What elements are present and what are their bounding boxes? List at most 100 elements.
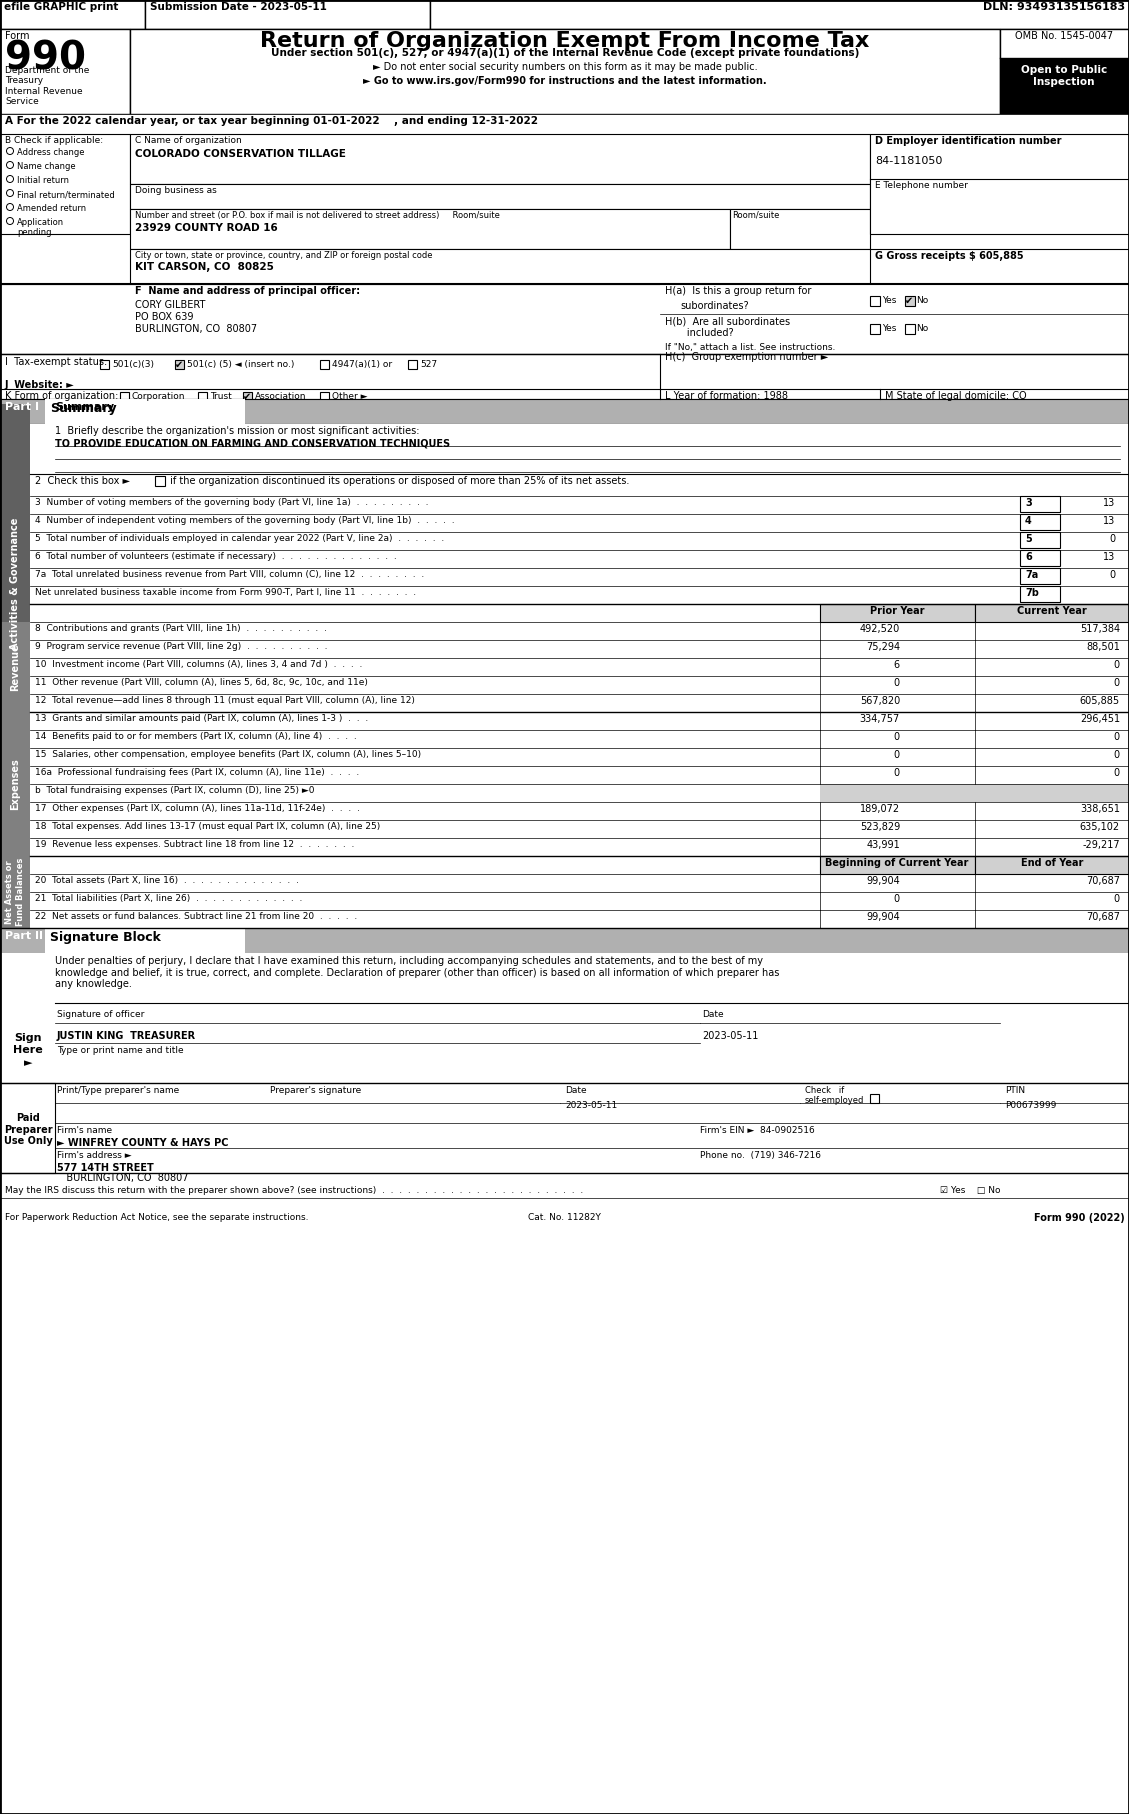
Bar — [0, 399, 1129, 424]
Text: 5: 5 — [1025, 533, 1032, 544]
Bar — [130, 183, 870, 209]
Text: 990: 990 — [5, 38, 86, 76]
Text: E Telephone number: E Telephone number — [875, 181, 968, 190]
Text: 20  Total assets (Part X, line 16)  .  .  .  .  .  .  .  .  .  .  .  .  .  .: 20 Total assets (Part X, line 16) . . . … — [35, 876, 299, 885]
Bar — [1019, 568, 1060, 584]
Bar — [243, 392, 252, 401]
Text: Phone no.  (719) 346-7216: Phone no. (719) 346-7216 — [700, 1152, 821, 1159]
Text: Type or print name and title: Type or print name and title — [56, 1047, 184, 1056]
Bar — [0, 134, 130, 234]
Bar — [100, 359, 110, 368]
Text: ☑ Yes    □ No: ☑ Yes □ No — [940, 1186, 1000, 1195]
Text: 10  Investment income (Part VIII, columns (A), lines 3, 4 and 7d )  .  .  .  .: 10 Investment income (Part VIII, columns… — [35, 660, 362, 669]
Text: 0: 0 — [1114, 767, 1120, 778]
Text: C Name of organization: C Name of organization — [135, 136, 242, 145]
Text: 517,384: 517,384 — [1079, 624, 1120, 635]
Text: Other ►: Other ► — [332, 392, 368, 401]
Text: 2022: 2022 — [1017, 63, 1110, 96]
Text: Form 990 (2022): Form 990 (2022) — [1034, 1214, 1124, 1223]
Bar — [820, 784, 975, 802]
Text: 0: 0 — [894, 678, 900, 688]
Text: 8  Contributions and grants (Part VIII, line 1h)  .  .  .  .  .  .  .  .  .  .: 8 Contributions and grants (Part VIII, l… — [35, 624, 327, 633]
Text: 19  Revenue less expenses. Subtract line 18 from line 12  .  .  .  .  .  .  .: 19 Revenue less expenses. Subtract line … — [35, 840, 355, 849]
Bar — [870, 325, 879, 334]
Text: May the IRS discuss this return with the preparer shown above? (see instructions: May the IRS discuss this return with the… — [5, 1186, 584, 1195]
Text: Firm's EIN ►  84-0902516: Firm's EIN ► 84-0902516 — [700, 1126, 815, 1136]
Text: 13: 13 — [1103, 515, 1115, 526]
Text: b  Total fundraising expenses (Part IX, column (D), line 25) ►0: b Total fundraising expenses (Part IX, c… — [35, 785, 315, 795]
Text: BURLINGTON, CO  80807: BURLINGTON, CO 80807 — [56, 1174, 189, 1183]
Bar — [0, 114, 1129, 134]
Text: Beginning of Current Year: Beginning of Current Year — [825, 858, 969, 869]
Text: 13  Grants and similar amounts paid (Part IX, column (A), lines 1-3 )  .  .  .: 13 Grants and similar amounts paid (Part… — [35, 715, 368, 724]
Text: 99,904: 99,904 — [866, 876, 900, 885]
Bar — [198, 392, 207, 401]
Bar — [0, 399, 1129, 424]
Text: OMB No. 1545-0047: OMB No. 1545-0047 — [1015, 31, 1113, 42]
Text: 13: 13 — [1103, 499, 1115, 508]
Text: 75,294: 75,294 — [866, 642, 900, 651]
Bar — [0, 0, 1129, 29]
Text: KIT CARSON, CO  80825: KIT CARSON, CO 80825 — [135, 261, 274, 272]
Text: Part II: Part II — [5, 931, 43, 941]
Text: 2023-05-11: 2023-05-11 — [702, 1030, 759, 1041]
Text: PTIN: PTIN — [1005, 1087, 1025, 1096]
Bar — [45, 399, 245, 424]
Text: ► Go to www.irs.gov/Form990 for instructions and the latest information.: ► Go to www.irs.gov/Form990 for instruct… — [364, 76, 767, 85]
Bar — [870, 296, 879, 307]
Bar — [1019, 550, 1060, 566]
Text: Corporation: Corporation — [132, 392, 185, 401]
Text: Firm's address ►: Firm's address ► — [56, 1152, 132, 1159]
Text: Form: Form — [5, 31, 29, 42]
Text: No: No — [916, 325, 928, 334]
Bar — [1019, 532, 1060, 548]
Text: 4947(a)(1) or: 4947(a)(1) or — [332, 359, 392, 368]
Text: Firm's name: Firm's name — [56, 1126, 112, 1136]
Text: 0: 0 — [1109, 570, 1115, 580]
Text: 0: 0 — [1114, 749, 1120, 760]
Text: Date: Date — [564, 1087, 587, 1096]
Text: Revenue: Revenue — [10, 644, 20, 691]
Bar — [905, 325, 914, 334]
Bar — [1000, 58, 1129, 114]
Text: H(b)  Are all subordinates: H(b) Are all subordinates — [665, 316, 790, 327]
Text: TO PROVIDE EDUCATION ON FARMING AND CONSERVATION TECHNIQUES: TO PROVIDE EDUCATION ON FARMING AND CONS… — [55, 437, 450, 448]
Text: 3: 3 — [1025, 499, 1032, 508]
Bar — [0, 1003, 55, 1083]
Bar — [130, 209, 730, 249]
Text: 605,885: 605,885 — [1079, 697, 1120, 706]
Text: 189,072: 189,072 — [860, 804, 900, 814]
Text: Net Assets or
Fund Balances: Net Assets or Fund Balances — [6, 858, 25, 927]
Text: L Year of formation: 1988: L Year of formation: 1988 — [665, 392, 788, 401]
Text: 88,501: 88,501 — [1086, 642, 1120, 651]
Text: ✔: ✔ — [243, 392, 251, 403]
Bar — [975, 604, 1129, 622]
Text: 17  Other expenses (Part IX, column (A), lines 11a-11d, 11f-24e)  .  .  .  .: 17 Other expenses (Part IX, column (A), … — [35, 804, 360, 813]
Text: ► WINFREY COUNTY & HAYS PC: ► WINFREY COUNTY & HAYS PC — [56, 1137, 228, 1148]
Bar — [0, 856, 30, 929]
Text: 501(c)(3): 501(c)(3) — [112, 359, 154, 368]
Text: included?: included? — [665, 328, 734, 337]
Text: Signature Block: Signature Block — [50, 931, 160, 943]
Bar — [0, 929, 1129, 952]
Text: Preparer's signature: Preparer's signature — [270, 1087, 361, 1096]
Text: K Form of organization:: K Form of organization: — [5, 392, 119, 401]
Text: Current Year: Current Year — [1017, 606, 1087, 617]
Bar — [0, 29, 130, 114]
Text: 338,651: 338,651 — [1080, 804, 1120, 814]
Text: 21  Total liabilities (Part X, line 26)  .  .  .  .  .  .  .  .  .  .  .  .  .: 21 Total liabilities (Part X, line 26) .… — [35, 894, 303, 903]
Text: A For the 2022 calendar year, or tax year beginning 01-01-2022    , and ending 1: A For the 2022 calendar year, or tax yea… — [5, 116, 539, 125]
Text: 2  Check this box ►: 2 Check this box ► — [35, 475, 137, 486]
Text: COLORADO CONSERVATION TILLAGE: COLORADO CONSERVATION TILLAGE — [135, 149, 345, 160]
Text: -29,217: -29,217 — [1083, 840, 1120, 851]
Text: Department of the
Treasury
Internal Revenue
Service: Department of the Treasury Internal Reve… — [5, 65, 89, 107]
Text: H(c)  Group exemption number ►: H(c) Group exemption number ► — [665, 352, 829, 363]
Text: Yes: Yes — [882, 325, 896, 334]
Text: Part I: Part I — [5, 403, 40, 412]
Text: ► Do not enter social security numbers on this form as it may be made public.: ► Do not enter social security numbers o… — [373, 62, 758, 73]
Text: 7a: 7a — [1025, 570, 1039, 580]
Text: Signature of officer: Signature of officer — [56, 1010, 145, 1019]
Text: J  Website: ►: J Website: ► — [5, 379, 75, 390]
Bar — [975, 784, 1129, 802]
Text: 15  Salaries, other compensation, employee benefits (Part IX, column (A), lines : 15 Salaries, other compensation, employe… — [35, 749, 421, 758]
